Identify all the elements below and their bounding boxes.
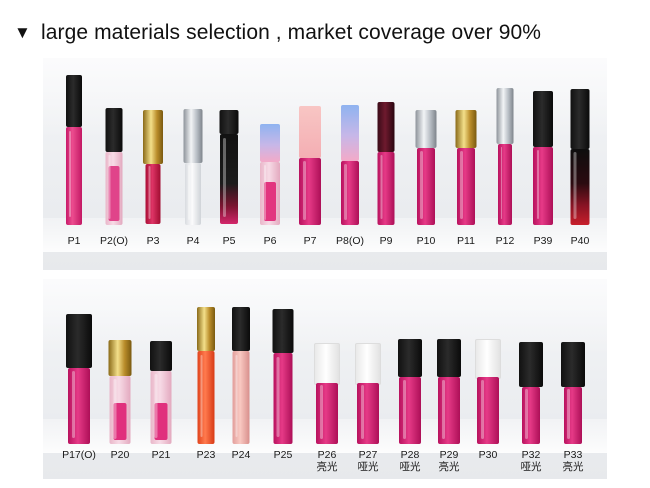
product-label: P26	[317, 449, 337, 461]
product-panel-top: P1 P2(O) P3 P4 P5 P6 P7 P8(O) P9 P10 P11…	[43, 58, 607, 270]
finish-label: 哑光	[520, 461, 542, 473]
heading-text: large materials selection , market cover…	[40, 21, 542, 44]
product-label: P6	[263, 235, 277, 247]
product-label: P23	[196, 449, 216, 461]
product-label: P40	[570, 235, 590, 247]
product-label: P8(O)	[335, 235, 364, 247]
product-label: P27	[358, 449, 378, 461]
product-label: P30	[478, 449, 498, 461]
finish-label: 亮光	[316, 461, 338, 473]
product-label: P28	[400, 449, 420, 461]
product-label: P17(O)	[62, 449, 96, 461]
product-label: P39	[533, 235, 553, 247]
finish-label: 哑光	[399, 461, 421, 473]
product-label: P11	[457, 235, 475, 247]
product-label: P25	[273, 449, 293, 461]
shelf-reflection	[43, 218, 607, 252]
product-label: P4	[186, 235, 200, 247]
product-label: P24	[231, 449, 251, 461]
finish-label: 亮光	[438, 461, 460, 473]
product-label: P3	[146, 235, 160, 247]
product-label: P7	[303, 235, 317, 247]
finish-label: 哑光	[357, 461, 379, 473]
product-label: P9	[379, 235, 393, 247]
product-label: P12	[495, 235, 515, 247]
page-heading: ▼ large materials selection , market cov…	[14, 18, 541, 48]
finish-label: 亮光	[562, 461, 584, 473]
product-label: P10	[416, 235, 436, 247]
product-label: P1	[67, 235, 81, 247]
product-label: P20	[110, 449, 130, 461]
product-label: P5	[222, 235, 236, 247]
product-label: P33	[563, 449, 583, 461]
product-label: P29	[439, 449, 459, 461]
product-panel-bottom: P17(O) P20 P21 P23 P24 P25 P26 P27 P28 P…	[43, 279, 607, 479]
product-label: P21	[151, 449, 171, 461]
product-label: P32	[521, 449, 541, 461]
product-label: P2(O)	[99, 235, 128, 247]
triangle-down-icon: ▼	[14, 23, 31, 42]
